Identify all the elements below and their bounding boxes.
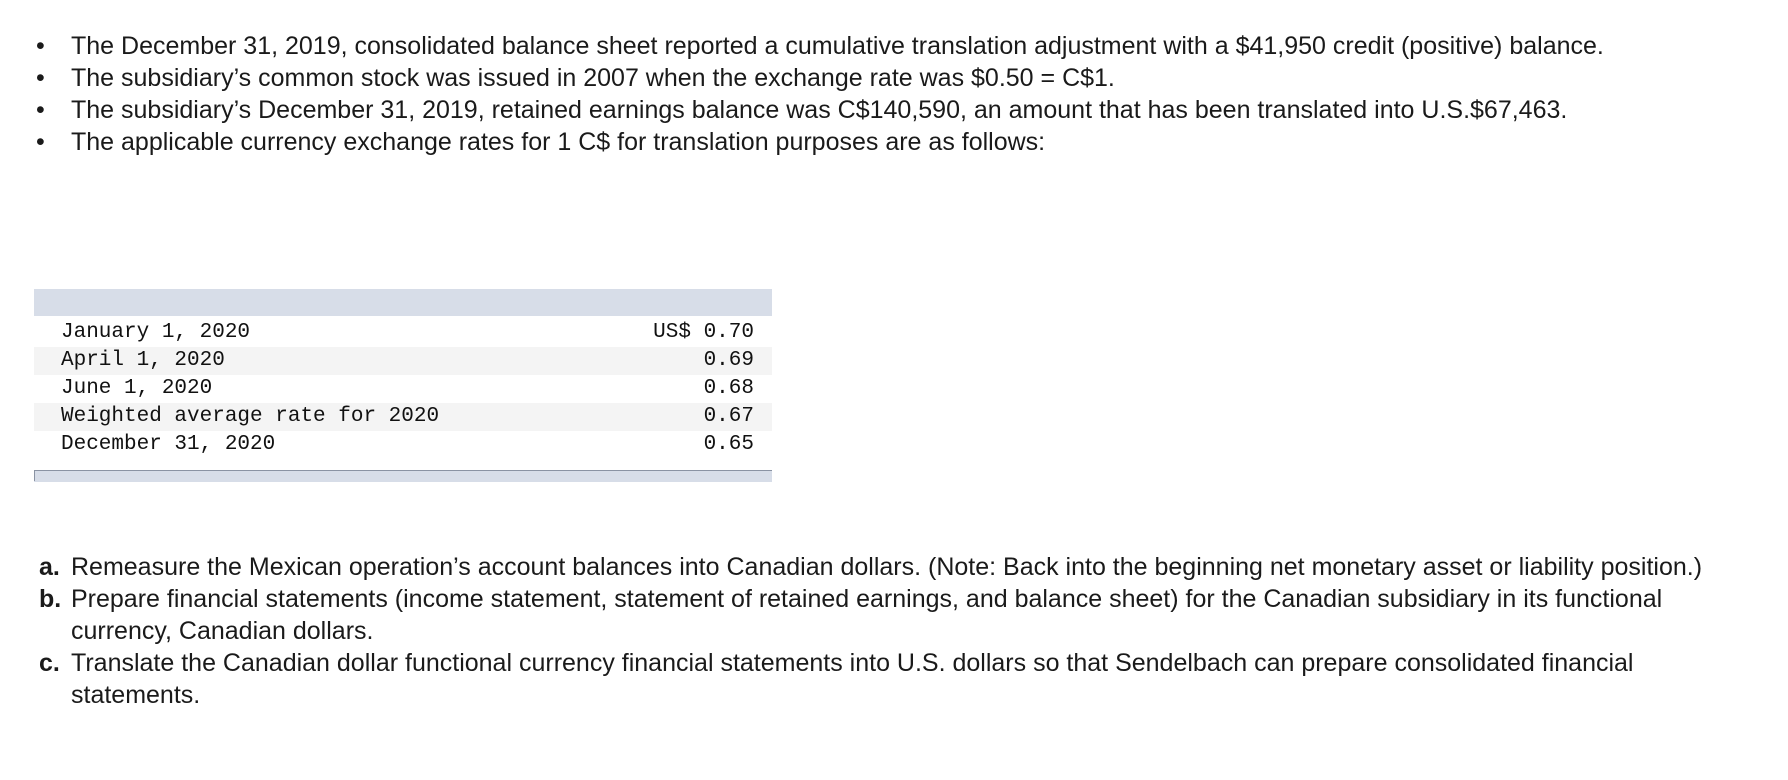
question-item: b. Prepare financial statements (income …	[0, 583, 1760, 647]
question-item: a. Remeasure the Mexican operation’s acc…	[0, 551, 1760, 583]
rate-date-label: Weighted average rate for 2020	[61, 405, 440, 428]
table-row: June 1, 2020 0.68	[34, 375, 772, 403]
facts-bullet-list: The December 31, 2019, consolidated bala…	[0, 30, 1760, 158]
question-letter: a.	[39, 553, 60, 581]
table-row: December 31, 2020 0.65	[34, 431, 772, 459]
table-row: April 1, 2020 0.69	[34, 347, 772, 375]
table-footer-tick	[34, 470, 35, 481]
table-row: January 1, 2020 US$ 0.70	[34, 319, 772, 347]
question-text: Remeasure the Mexican operation’s accoun…	[71, 553, 1703, 581]
bullet-item: The subsidiary’s December 31, 2019, reta…	[0, 94, 1760, 126]
rate-date-label: December 31, 2020	[61, 433, 276, 456]
question-text: Translate the Canadian dollar functional…	[71, 649, 1634, 709]
bullet-item: The December 31, 2019, consolidated bala…	[0, 30, 1760, 62]
table-row: Weighted average rate for 2020 0.67	[34, 403, 772, 431]
bullet-text: The subsidiary’s common stock was issued…	[71, 64, 1115, 92]
rate-value: 0.68	[703, 377, 754, 400]
question-letter: c.	[39, 649, 60, 677]
bullet-text: The applicable currency exchange rates f…	[71, 128, 1046, 156]
table-body: January 1, 2020 US$ 0.70 April 1, 2020 0…	[34, 319, 772, 459]
question-list: a. Remeasure the Mexican operation’s acc…	[0, 551, 1760, 711]
table-footer-bar	[34, 470, 772, 482]
rate-value: US$ 0.70	[653, 321, 754, 344]
bullet-text: The December 31, 2019, consolidated bala…	[71, 32, 1604, 60]
rate-date-label: April 1, 2020	[61, 349, 225, 372]
exchange-rates-table: January 1, 2020 US$ 0.70 April 1, 2020 0…	[34, 289, 772, 482]
rate-value: 0.69	[703, 349, 754, 372]
bullet-item: The applicable currency exchange rates f…	[0, 126, 1760, 158]
rate-value: 0.65	[703, 433, 754, 456]
rate-date-label: June 1, 2020	[61, 377, 213, 400]
question-text: Prepare financial statements (income sta…	[71, 585, 1663, 645]
table-header-bar	[34, 289, 772, 316]
bullet-text: The subsidiary’s December 31, 2019, reta…	[71, 96, 1568, 124]
question-item: c. Translate the Canadian dollar functio…	[0, 647, 1760, 711]
rate-date-label: January 1, 2020	[61, 321, 251, 344]
bullet-item: The subsidiary’s common stock was issued…	[0, 62, 1760, 94]
question-letter: b.	[39, 585, 62, 613]
rate-value: 0.67	[703, 405, 754, 428]
